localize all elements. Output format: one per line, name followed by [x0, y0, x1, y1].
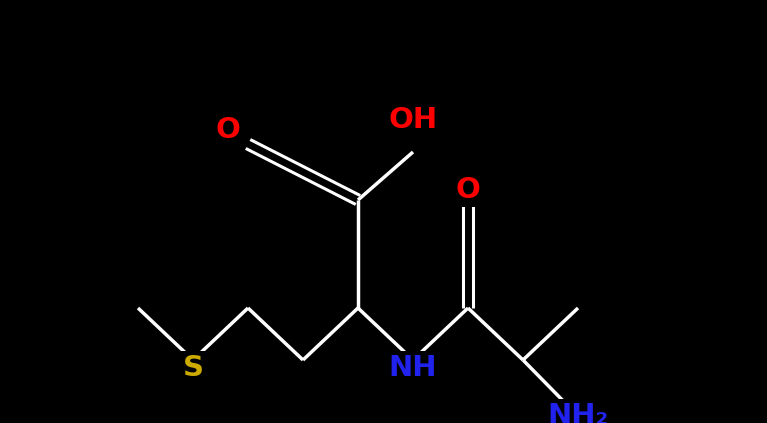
Text: O: O [456, 176, 480, 204]
Text: O: O [216, 116, 240, 144]
Text: OH: OH [388, 106, 437, 134]
Text: NH: NH [389, 354, 437, 382]
Text: S: S [183, 354, 203, 382]
Text: NH₂: NH₂ [548, 402, 609, 423]
